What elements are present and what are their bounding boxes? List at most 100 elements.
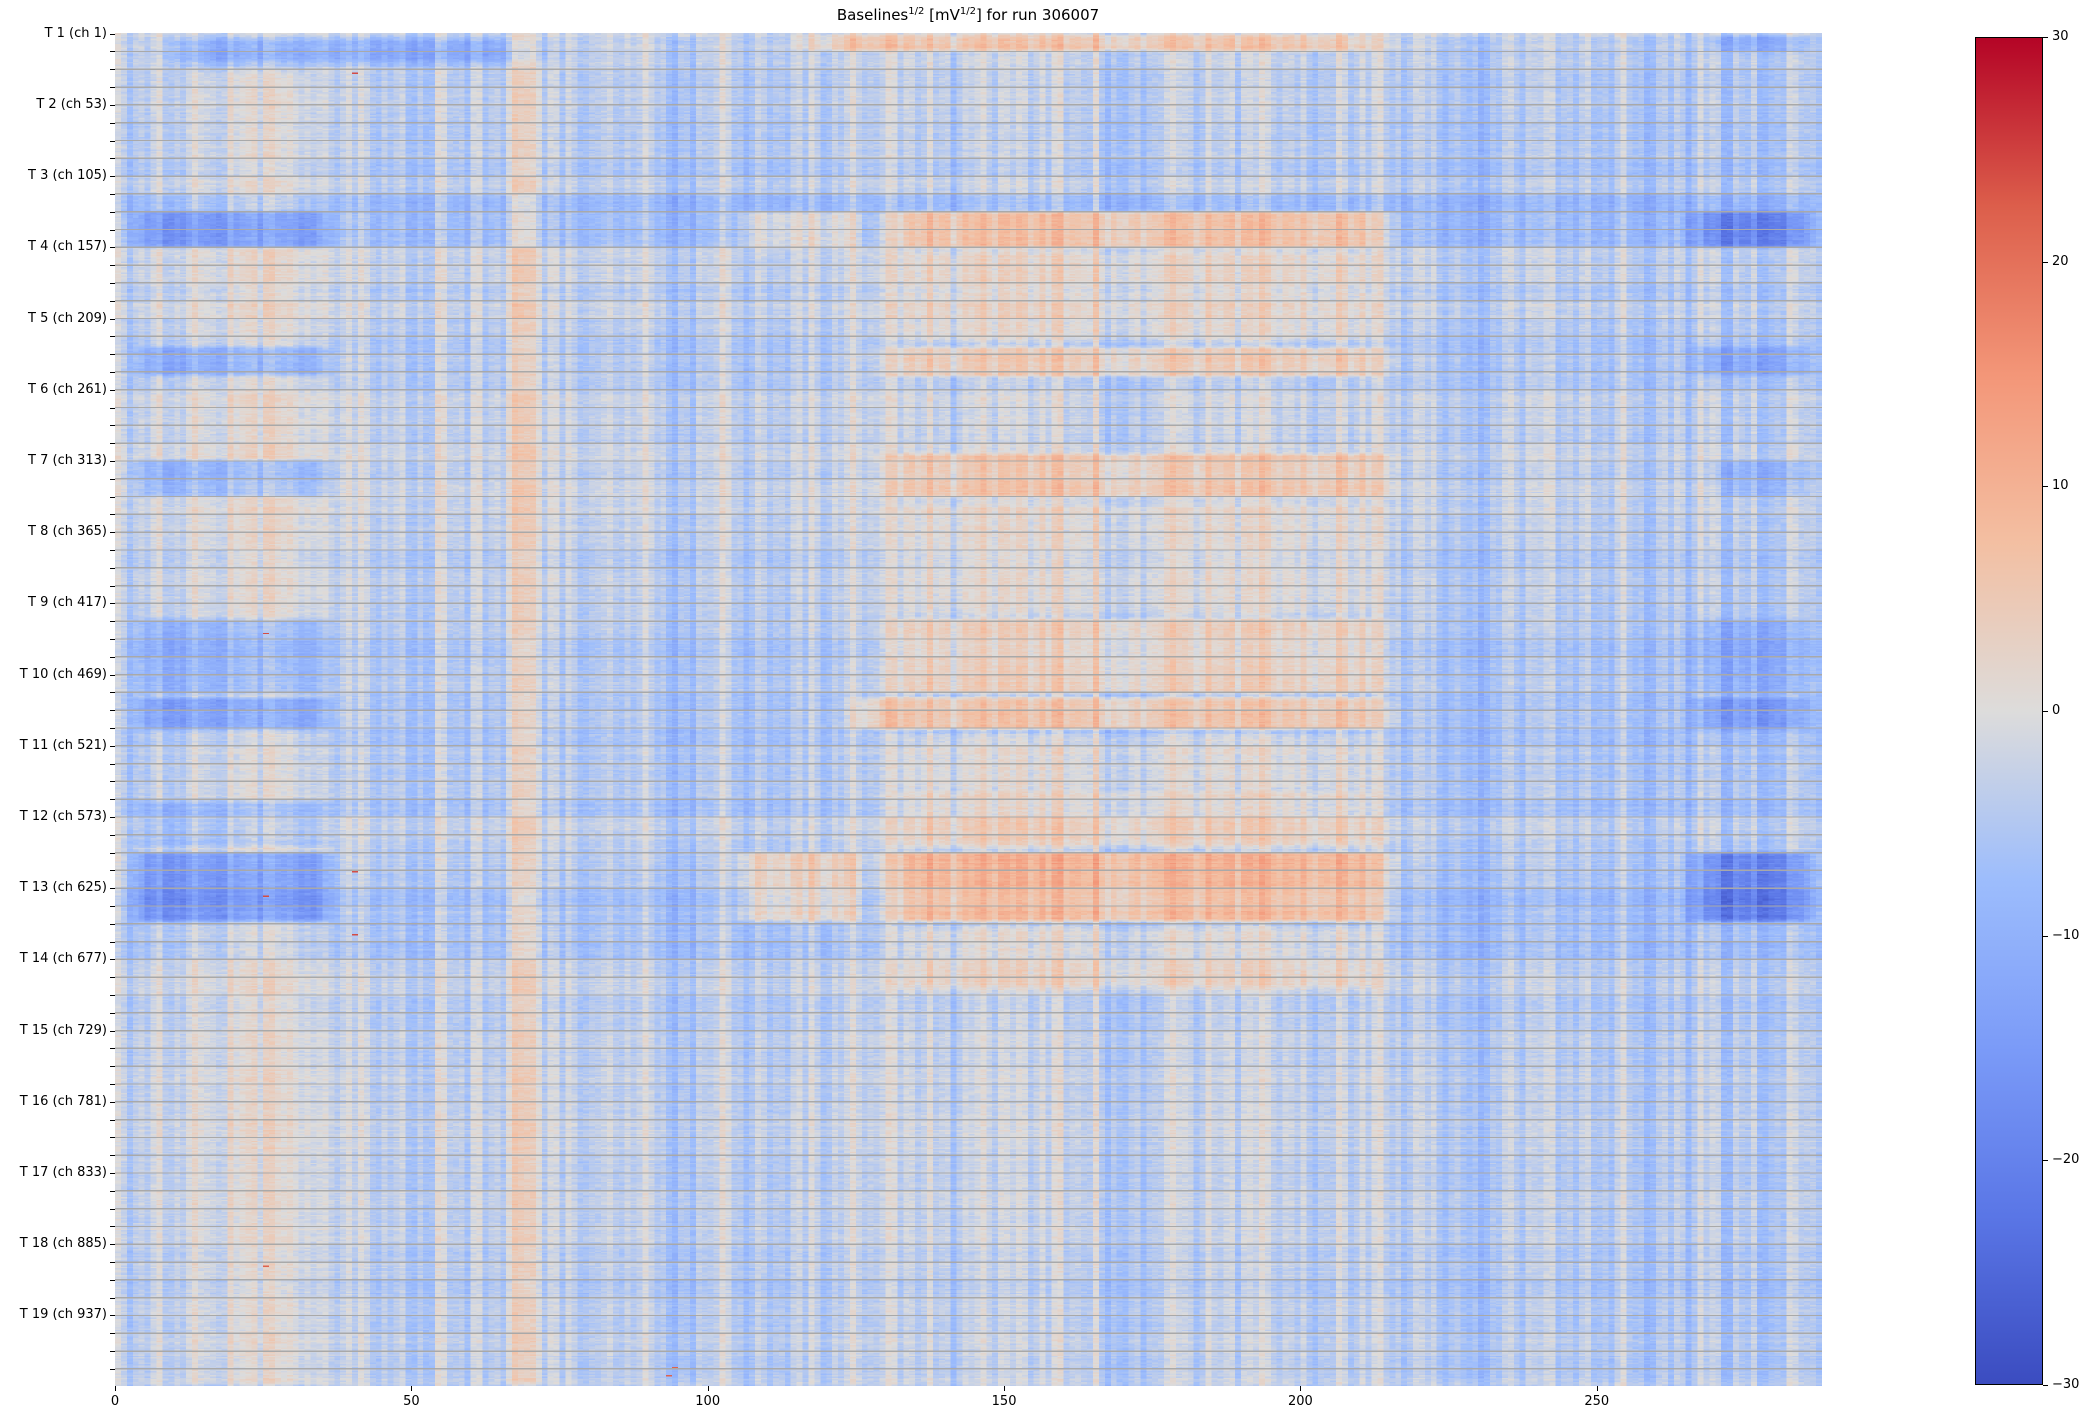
y-tick-mark — [110, 425, 115, 427]
y-tick-mark — [110, 247, 115, 249]
y-tick-mark — [110, 1351, 115, 1353]
y-tick-mark — [110, 870, 115, 872]
colorbar-tick-mark — [2043, 935, 2048, 937]
y-tick-mark — [110, 1368, 115, 1370]
y-tick-mark — [110, 460, 115, 462]
y-tick-mark — [110, 977, 115, 979]
title-text: Baselines — [836, 6, 909, 24]
y-tick-mark — [110, 1208, 115, 1210]
y-tick-mark — [110, 906, 115, 907]
colorbar — [1975, 37, 2043, 1385]
y-tick-mark — [110, 1084, 115, 1086]
y-tick-label: T 16 (ch 781) — [19, 1093, 107, 1109]
y-tick-mark — [110, 567, 115, 569]
y-tick-mark — [110, 407, 115, 409]
y-tick-mark — [110, 817, 115, 818]
y-tick-label: T 13 (ch 625) — [19, 880, 107, 896]
y-tick-mark — [110, 1155, 115, 1157]
y-tick-mark — [110, 727, 115, 729]
x-tick-mark — [1300, 1386, 1302, 1391]
y-tick-mark — [110, 1315, 115, 1317]
y-tick-mark — [110, 1030, 115, 1032]
y-tick-label: T 7 (ch 313) — [28, 452, 107, 468]
heatmap-canvas — [115, 33, 1822, 1386]
colorbar-tick-label: 0 — [2052, 703, 2061, 718]
y-tick-mark — [110, 354, 115, 356]
x-tick-mark — [1004, 1386, 1006, 1391]
title-superscript: 1/2 — [959, 6, 976, 17]
colorbar-tick-label: −20 — [2052, 1152, 2080, 1168]
y-tick-mark — [110, 229, 115, 231]
title-text: [mV — [924, 6, 960, 24]
y-tick-mark — [110, 995, 115, 997]
y-tick-mark — [110, 638, 115, 640]
colorbar-tick-mark — [2043, 486, 2048, 488]
y-tick-mark — [110, 656, 115, 658]
y-tick-mark — [110, 692, 115, 694]
y-tick-mark — [110, 923, 115, 925]
y-tick-mark — [110, 549, 115, 551]
y-tick-mark — [110, 1244, 115, 1246]
y-tick-mark — [110, 959, 115, 961]
colorbar-tick-mark — [2043, 1385, 2048, 1386]
y-tick-mark — [110, 318, 115, 320]
y-tick-mark — [110, 585, 115, 587]
y-tick-mark — [110, 478, 115, 480]
y-tick-mark — [110, 1137, 115, 1139]
x-tick-label: 200 — [1287, 1394, 1313, 1409]
y-tick-mark — [110, 33, 115, 35]
y-tick-mark — [110, 300, 115, 302]
plot-title: Baselines1/2 [mV1/2] for run 306007 — [837, 6, 1099, 24]
y-tick-mark — [110, 389, 115, 391]
x-tick-mark — [1596, 1386, 1598, 1391]
y-tick-mark — [110, 122, 115, 124]
y-tick-mark — [110, 265, 115, 267]
x-tick-label: 100 — [695, 1394, 721, 1409]
y-tick-mark — [110, 371, 115, 373]
y-tick-mark — [110, 1012, 115, 1014]
y-tick-label: T 3 (ch 105) — [28, 168, 107, 184]
y-tick-label: T 19 (ch 937) — [19, 1307, 107, 1323]
title-superscript: 1/2 — [908, 6, 925, 17]
y-tick-mark — [110, 514, 115, 516]
colorbar-tick-label: 10 — [2052, 478, 2069, 494]
y-tick-mark — [110, 621, 115, 623]
y-tick-label: T 10 (ch 469) — [19, 666, 107, 682]
colorbar-tick-label: −30 — [2052, 1377, 2080, 1392]
y-tick-label: T 2 (ch 53) — [36, 96, 107, 112]
colorbar-tick-label: 30 — [2052, 29, 2069, 44]
title-text: ] for run 306007 — [975, 6, 1100, 24]
y-tick-mark — [110, 674, 115, 676]
y-tick-mark — [110, 104, 115, 106]
y-tick-mark — [110, 87, 115, 89]
colorbar-tick-label: −10 — [2052, 927, 2080, 943]
colorbar-tick-mark — [2043, 261, 2048, 263]
colorbar-tick-label: 20 — [2052, 253, 2069, 269]
y-tick-mark — [110, 781, 115, 783]
colorbar-tick-mark — [2043, 37, 2048, 38]
y-tick-label: T 1 (ch 1) — [44, 25, 107, 41]
y-tick-label: T 18 (ch 885) — [19, 1236, 107, 1252]
y-tick-mark — [110, 745, 115, 747]
y-tick-label: T 5 (ch 209) — [28, 310, 107, 326]
y-tick-mark — [110, 176, 115, 178]
y-tick-mark — [110, 1066, 115, 1068]
y-tick-mark — [110, 158, 115, 160]
x-tick-label: 250 — [1584, 1394, 1610, 1409]
y-tick-mark — [110, 1190, 115, 1192]
x-tick-label: 50 — [403, 1394, 420, 1409]
y-tick-label: T 12 (ch 573) — [19, 809, 107, 824]
y-tick-mark — [110, 710, 115, 712]
y-tick-mark — [110, 282, 115, 284]
y-tick-mark — [110, 1279, 115, 1281]
y-tick-label: T 15 (ch 729) — [19, 1022, 107, 1038]
y-tick-label: T 17 (ch 833) — [19, 1165, 107, 1181]
y-tick-mark — [110, 443, 115, 445]
y-tick-mark — [110, 941, 115, 943]
y-tick-mark — [110, 1173, 115, 1175]
x-tick-mark — [707, 1386, 709, 1391]
y-tick-mark — [110, 1101, 115, 1103]
y-tick-mark — [110, 1048, 115, 1050]
y-tick-mark — [110, 532, 115, 534]
